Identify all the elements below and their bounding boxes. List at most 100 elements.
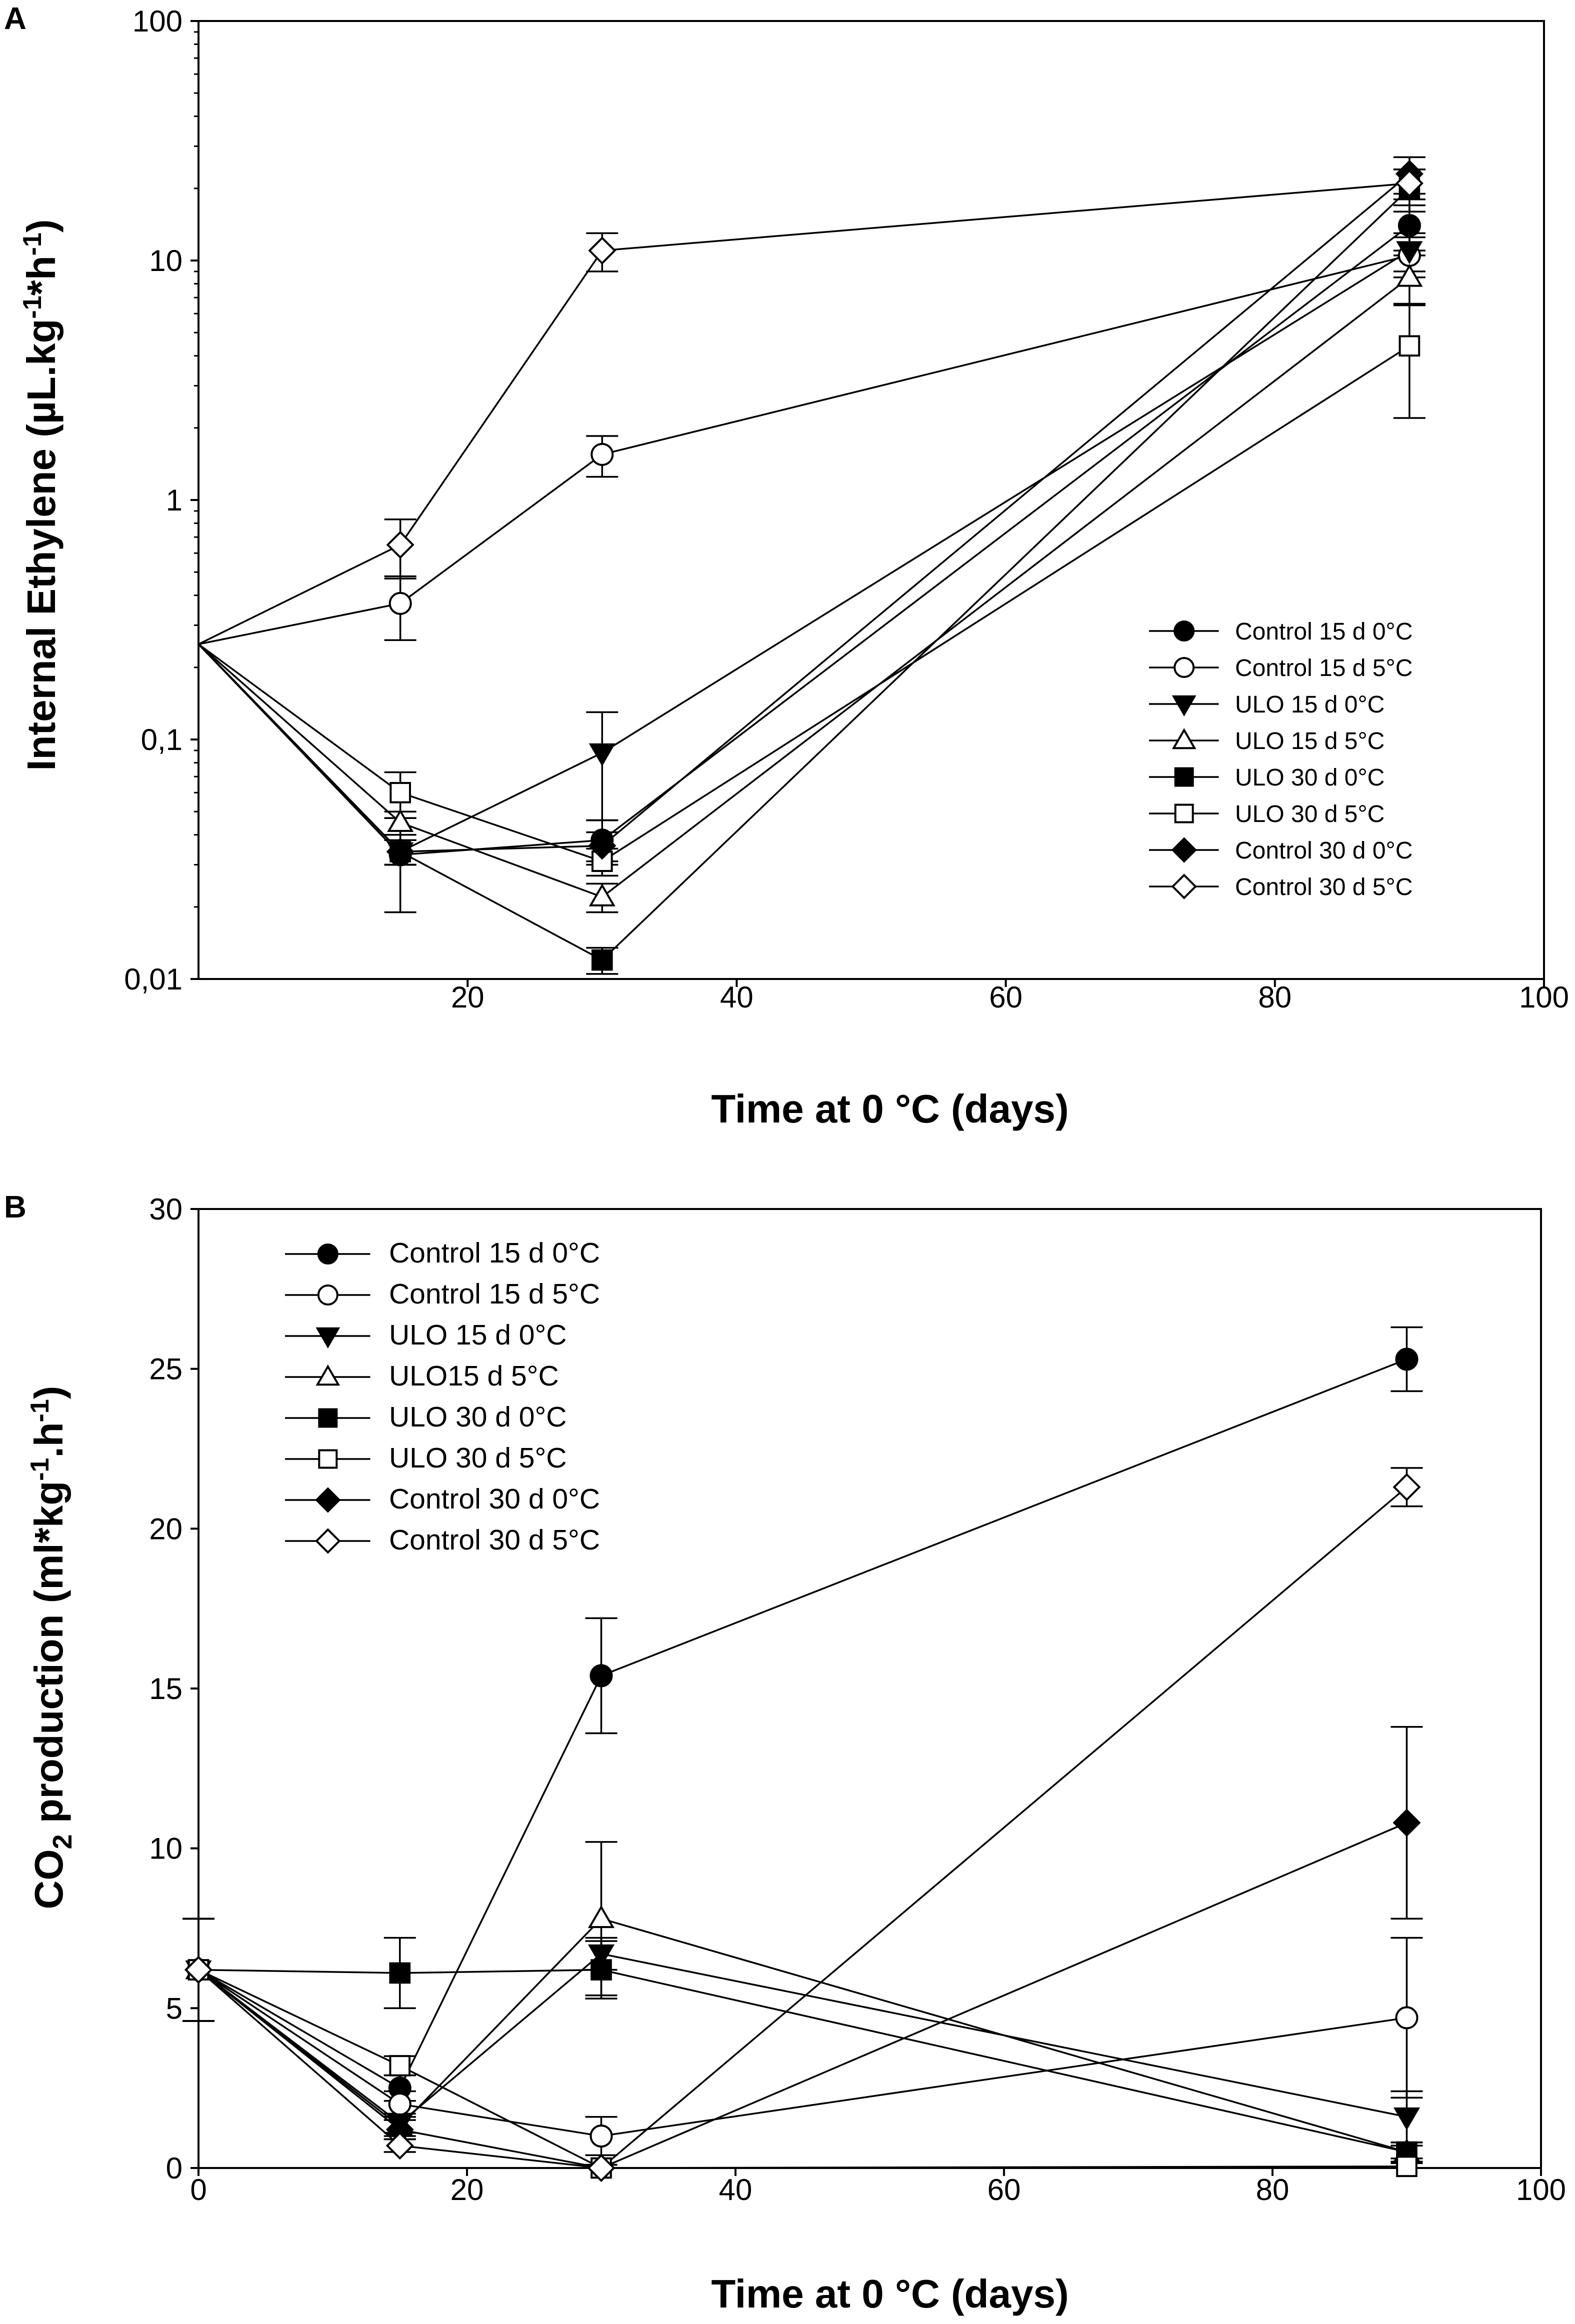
legend-square-marker — [1174, 804, 1194, 824]
panel-a-legend-item: Control 15 d 0°C — [1149, 618, 1412, 645]
panel-a-x-tick-label: 40 — [720, 980, 754, 1014]
panel-a-y-tick-label: 0,01 — [124, 962, 182, 996]
diamond-marker — [184, 1956, 213, 1984]
panel-a-x-tick-label: 20 — [451, 980, 484, 1014]
panel-b-data-point — [588, 1944, 615, 1968]
square-marker — [389, 2055, 411, 2076]
diamond-marker — [386, 838, 414, 866]
legend-label: Control 30 d 5°C — [1235, 874, 1412, 900]
panel-b-data-point — [386, 2132, 414, 2160]
legend-triangle-down-marker — [1172, 695, 1196, 716]
panel-a-y-tick-label: 100 — [132, 4, 182, 38]
square-marker — [1396, 2156, 1418, 2178]
legend-diamond-marker — [1171, 837, 1197, 863]
panel-b-legend-item: ULO 30 d 5°C — [285, 1442, 566, 1474]
panel-b-x-tick-label: 20 — [450, 2173, 484, 2206]
panel-b-series-line — [198, 1952, 1407, 2124]
panel-a-data-point — [1396, 241, 1423, 264]
panel-a-data-point — [1395, 169, 1424, 198]
legend-square-marker — [318, 1408, 338, 1428]
legend-label: Control 30 d 0°C — [1235, 838, 1412, 864]
legend-label: Control 15 d 5°C — [389, 1278, 600, 1310]
panel-b-x-axis-title: Time at 0 °C (days) — [711, 2272, 1068, 2316]
panel-b-legend-item: Control 30 d 0°C — [285, 1483, 600, 1515]
panel-b-series-line — [198, 1822, 1408, 2169]
triangle-down-marker — [588, 1944, 615, 1968]
panel-a-data-point — [386, 838, 414, 866]
diamond-marker — [386, 530, 414, 559]
panel-a-legend-item: Control 30 d 0°C — [1149, 837, 1412, 864]
panel-b-plot-frame — [198, 1208, 1542, 2169]
square-marker — [590, 1959, 612, 1980]
legend-label: Control 15 d 5°C — [1235, 655, 1412, 682]
panel-b-series-line — [198, 1358, 1408, 2090]
panel-b-y-tick-label: 30 — [149, 1192, 182, 1226]
panel-b-y-tick-label: 20 — [149, 1512, 182, 1546]
legend-circle-marker — [1174, 620, 1195, 642]
panel-b-legend-item: Control 15 d 0°C — [285, 1237, 600, 1269]
panel-b-data-point — [184, 1956, 213, 1984]
panel-a-data-point — [591, 949, 613, 971]
panel-a-legend-item: Control 15 d 5°C — [1149, 655, 1412, 682]
circle-marker — [590, 2124, 613, 2148]
panel-a-series-line — [198, 345, 1410, 862]
panel-a-x-tick-label: 100 — [1519, 980, 1569, 1014]
panel-b-data-point — [1393, 2107, 1420, 2130]
legend-triangle-up-marker — [1172, 728, 1196, 750]
panel-b-y-axis-title: CO2 production (ml*kg-1.h-1) — [26, 1386, 78, 1910]
panel-b-data-point — [1396, 2156, 1418, 2178]
square-marker — [591, 949, 613, 971]
legend-label: Control 30 d 0°C — [389, 1483, 600, 1515]
panel-a-x-tick-label: 60 — [989, 980, 1022, 1014]
circle-marker — [1395, 2006, 1418, 2030]
diamond-marker — [1395, 169, 1424, 198]
legend-label: ULO 30 d 5°C — [1235, 801, 1384, 828]
panel-b-series-line — [198, 1969, 1407, 2137]
panel-a-series-line — [198, 224, 1410, 856]
legend-square-marker — [1174, 767, 1194, 787]
panel-b-x-tick-label: 40 — [719, 2173, 752, 2206]
panel-a-series-line — [198, 250, 1410, 853]
panel-b-legend-item: Control 15 d 5°C — [285, 1278, 600, 1310]
panel-b-data-point — [389, 2055, 411, 2076]
panel-b-legend-item: ULO 30 d 0°C — [285, 1401, 566, 1433]
diamond-marker — [588, 832, 616, 860]
panel-a-series-line — [198, 182, 1410, 645]
panel-b-legend-item: ULO15 d 5°C — [285, 1360, 559, 1392]
diamond-marker — [386, 2132, 414, 2160]
panel-b-label: B — [4, 1190, 26, 1224]
triangle-down-marker — [1393, 2107, 1420, 2130]
panel-b-data-point — [590, 1959, 612, 1980]
legend-label: Control 15 d 0°C — [389, 1237, 600, 1269]
triangle-up-marker — [588, 883, 616, 906]
legend-triangle-down-marker — [316, 1327, 340, 1348]
circle-marker — [388, 592, 412, 615]
panel-a-y-tick-label: 0,1 — [141, 723, 182, 756]
legend-diamond-marker — [1171, 874, 1197, 900]
triangle-up-marker — [1396, 264, 1423, 287]
panel-b-series-line — [198, 1918, 1407, 2153]
diamond-marker — [588, 236, 616, 265]
triangle-up-marker — [588, 1905, 615, 1928]
circle-marker — [388, 2092, 412, 2116]
panel-a-data-point — [588, 743, 616, 766]
square-marker — [1398, 335, 1420, 357]
diamond-marker — [1392, 1473, 1421, 1502]
circle-marker — [590, 1664, 613, 1688]
legend-label: ULO 30 d 5°C — [389, 1442, 566, 1474]
panel-b-x-tick-label: 60 — [988, 2173, 1021, 2206]
panel-b-data-point — [587, 2154, 616, 2182]
legend-label: Control 30 d 5°C — [389, 1524, 600, 1556]
diamond-marker — [587, 2154, 616, 2182]
legend-square-marker — [318, 1449, 338, 1469]
panel-b-x-tick-label: 80 — [1256, 2173, 1290, 2206]
panel-a-legend: Control 15 d 0°C Control 15 d 5°C ULO 15 d… — [1149, 618, 1412, 900]
panel-b-data-point — [588, 1905, 615, 1928]
panel-a-label: A — [4, 2, 26, 36]
legend-diamond-marker — [315, 1487, 341, 1513]
panel-b-legend-item: Control 30 d 5°C — [285, 1524, 600, 1556]
triangle-up-marker — [387, 809, 414, 832]
